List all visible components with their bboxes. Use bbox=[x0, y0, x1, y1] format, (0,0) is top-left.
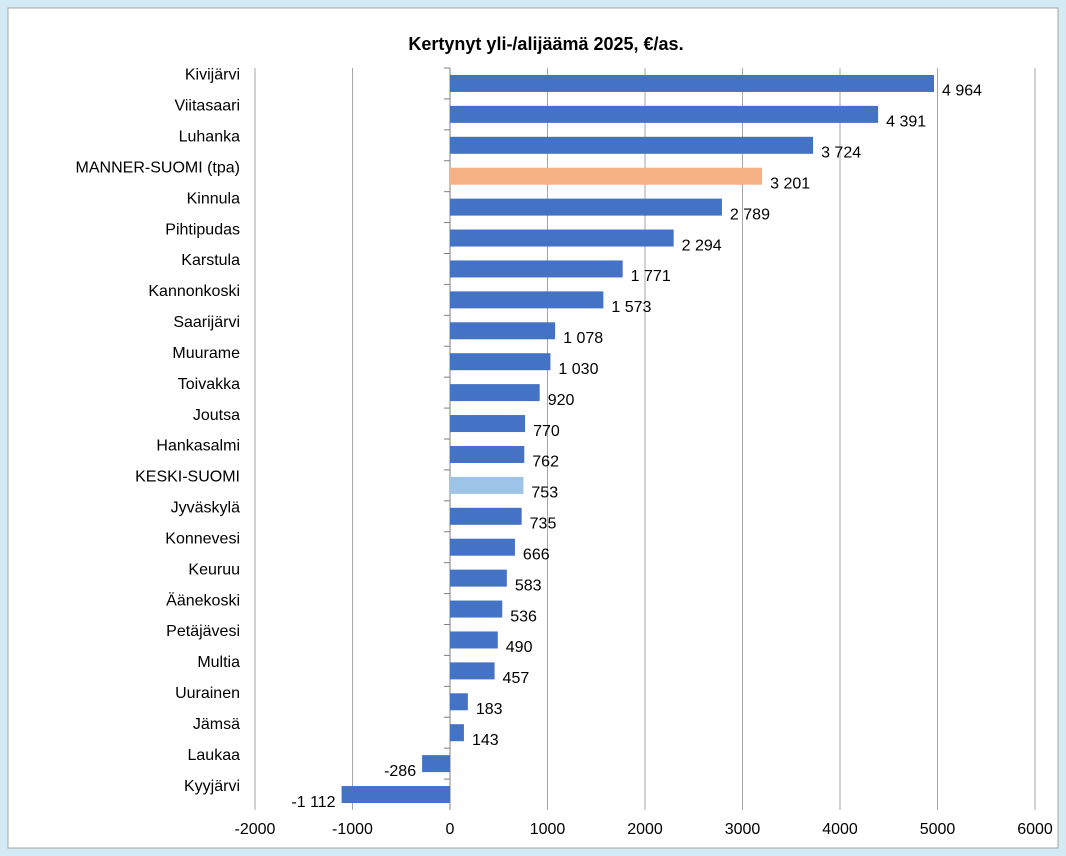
value-label: 583 bbox=[515, 577, 542, 594]
y-tick-label: Kyyjärvi bbox=[184, 778, 240, 795]
value-label: 4 964 bbox=[942, 83, 982, 100]
y-tick-label: Muurame bbox=[172, 345, 240, 362]
y-tick-label: Kannonkoski bbox=[148, 283, 240, 300]
y-tick-label: Jämsä bbox=[193, 716, 240, 733]
bar bbox=[450, 476, 524, 494]
bar bbox=[450, 693, 468, 711]
value-label: 2 789 bbox=[730, 206, 770, 223]
bar bbox=[450, 569, 507, 587]
chart-title: Kertynyt yli-/alijäämä 2025, €/as. bbox=[408, 34, 683, 54]
bar bbox=[450, 167, 763, 185]
y-tick-label: Petäjävesi bbox=[166, 623, 240, 640]
value-label: 3 724 bbox=[821, 145, 861, 162]
bar bbox=[450, 445, 525, 463]
value-label: 762 bbox=[532, 454, 559, 471]
bar bbox=[450, 415, 526, 433]
y-tick-label: Multia bbox=[197, 654, 240, 671]
bar bbox=[450, 538, 515, 556]
y-tick-label: Luhanka bbox=[179, 129, 240, 146]
bar bbox=[450, 353, 551, 371]
value-label: -1 112 bbox=[291, 794, 335, 811]
bar bbox=[450, 74, 934, 92]
y-tick-label: Jyväskylä bbox=[171, 500, 240, 517]
bar bbox=[450, 507, 522, 525]
value-label: 490 bbox=[506, 639, 533, 656]
value-label: 770 bbox=[533, 423, 560, 440]
y-tick-label: Laukaa bbox=[188, 747, 241, 764]
y-tick-label: Kinnula bbox=[187, 190, 240, 207]
value-label: 1 573 bbox=[611, 299, 651, 316]
bar bbox=[450, 198, 722, 216]
value-label: 735 bbox=[530, 516, 557, 533]
value-label: 3 201 bbox=[770, 175, 810, 192]
bar bbox=[450, 260, 623, 278]
bar bbox=[450, 105, 879, 123]
x-tick-label: 2000 bbox=[627, 821, 663, 838]
value-label: 4 391 bbox=[886, 114, 926, 131]
y-tick-label: Toivakka bbox=[178, 376, 240, 393]
value-label: 457 bbox=[503, 670, 530, 687]
bar bbox=[450, 229, 674, 247]
y-tick-label: Saarijärvi bbox=[173, 314, 240, 331]
bar bbox=[450, 322, 556, 340]
y-tick-label: Keuruu bbox=[188, 561, 240, 578]
y-tick-label: Kivijärvi bbox=[185, 67, 240, 84]
bar bbox=[450, 631, 498, 649]
y-tick-label: Hankasalmi bbox=[156, 438, 240, 455]
value-label: 920 bbox=[548, 392, 575, 409]
y-tick-label: Äänekoski bbox=[166, 591, 240, 609]
value-label: 666 bbox=[523, 546, 550, 563]
value-label: 1 771 bbox=[631, 268, 671, 285]
x-tick-label: -1000 bbox=[332, 821, 373, 838]
y-tick-label: Konnevesi bbox=[165, 530, 240, 547]
x-tick-label: 6000 bbox=[1017, 821, 1053, 838]
value-label: 143 bbox=[472, 732, 499, 749]
bar bbox=[341, 786, 450, 804]
x-tick-label: 3000 bbox=[725, 821, 761, 838]
bar bbox=[450, 600, 503, 618]
y-tick-label: MANNER-SUOMI (tpa) bbox=[76, 159, 240, 176]
value-label: 753 bbox=[531, 485, 558, 502]
x-tick-label: -2000 bbox=[235, 821, 276, 838]
bar bbox=[450, 136, 814, 154]
y-tick-label: Joutsa bbox=[193, 407, 240, 424]
bar bbox=[450, 384, 540, 402]
bar bbox=[450, 662, 495, 680]
value-label: 1 078 bbox=[563, 330, 603, 347]
value-label: 1 030 bbox=[558, 361, 598, 378]
value-label: -286 bbox=[384, 763, 416, 780]
value-label: 2 294 bbox=[682, 237, 722, 254]
bar bbox=[422, 755, 450, 773]
value-label: 183 bbox=[476, 701, 503, 718]
y-tick-label: Karstula bbox=[181, 252, 240, 269]
y-tick-label: Uurainen bbox=[175, 685, 240, 702]
x-tick-label: 1000 bbox=[530, 821, 566, 838]
x-tick-label: 0 bbox=[446, 821, 455, 838]
y-tick-label: Pihtipudas bbox=[165, 221, 240, 238]
y-tick-label: KESKI-SUOMI bbox=[135, 469, 240, 486]
x-tick-label: 5000 bbox=[920, 821, 956, 838]
bar bbox=[450, 291, 604, 309]
y-tick-label: Viitasaari bbox=[174, 98, 240, 115]
bar bbox=[450, 724, 464, 742]
x-tick-label: 4000 bbox=[822, 821, 858, 838]
value-label: 536 bbox=[510, 608, 537, 625]
